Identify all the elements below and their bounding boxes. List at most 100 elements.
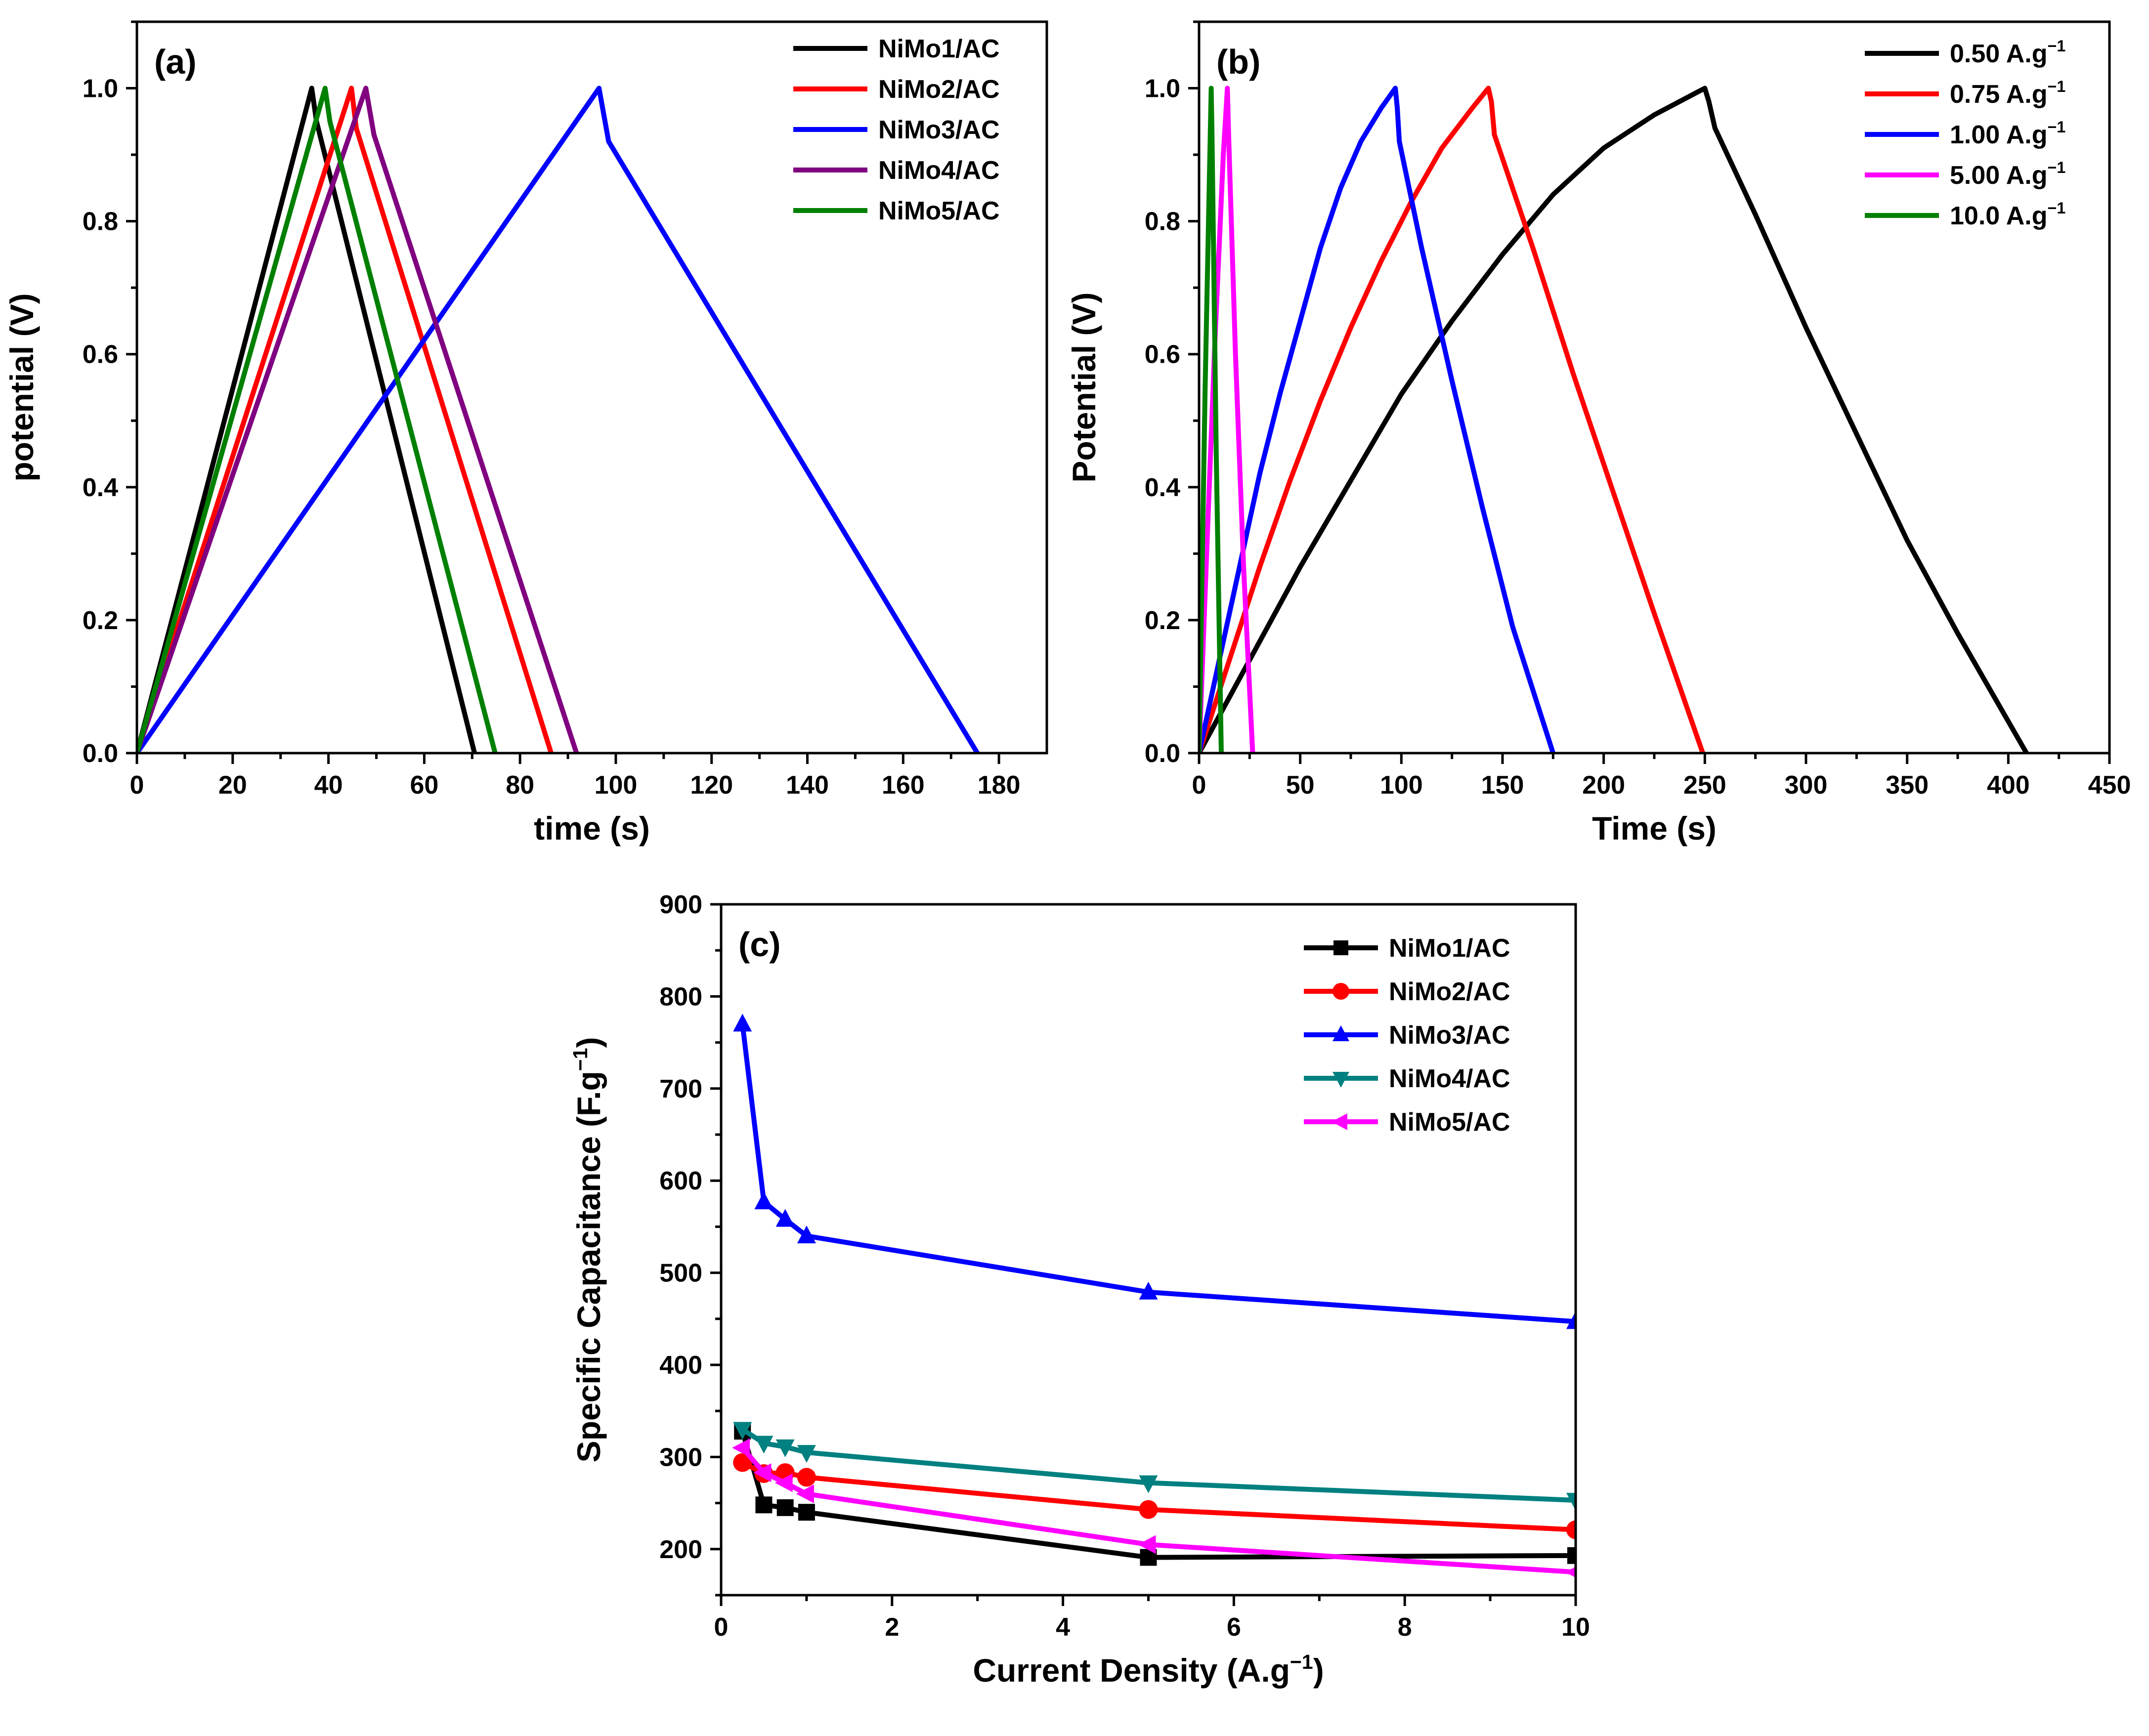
y-tick-label: 300 xyxy=(659,1443,702,1472)
series-line-1 xyxy=(1199,85,2029,753)
y-tick-label: 800 xyxy=(659,982,702,1011)
y-tick-label: 0.6 xyxy=(83,340,118,369)
legend-label-text: NiMo2/AC xyxy=(1389,977,1510,1006)
y-axis-label-sup: −1 xyxy=(569,1048,592,1071)
x-tick-label: 0 xyxy=(714,1613,729,1642)
x-tick-label: 180 xyxy=(978,771,1021,800)
data-point xyxy=(775,1439,795,1457)
x-tick-label: 100 xyxy=(1380,771,1423,800)
legend-label-4: 5.00 A.g−1 xyxy=(1950,159,2065,190)
legend-label-text: NiMo4/AC xyxy=(878,156,1000,185)
series-group xyxy=(732,1014,1576,1578)
data-point xyxy=(754,1436,774,1454)
series-line-4 xyxy=(740,1427,1576,1503)
legend-label-text: 0.75 A.g xyxy=(1950,80,2048,109)
x-tick-label: 350 xyxy=(1886,771,1929,800)
x-tick-label: 140 xyxy=(786,771,829,800)
data-point xyxy=(755,1496,773,1514)
series-line-4 xyxy=(137,85,579,753)
legend-marker xyxy=(1333,940,1348,955)
y-axis-label-tail: ) xyxy=(570,1037,607,1048)
data-point xyxy=(1138,1535,1156,1554)
legend-label-sup: −1 xyxy=(2048,78,2066,95)
series-line-4 xyxy=(1199,85,1255,753)
panel-c: 0 2 4 6 8 10 200 300 400 500 600 700 800 900 Current D… xyxy=(569,890,1590,1689)
legend-label-text: NiMo2/AC xyxy=(878,75,1000,104)
y-tick-label: 600 xyxy=(659,1167,702,1195)
legend-label-4: NiMo4/AC xyxy=(1389,1064,1510,1093)
y-tick-label: 0.2 xyxy=(83,606,118,635)
legend-label-text: NiMo4/AC xyxy=(1389,1064,1510,1093)
x-axis-label-sup: −1 xyxy=(1290,1651,1313,1673)
data-point xyxy=(1566,1311,1576,1329)
data-point xyxy=(1139,1281,1158,1300)
data-point xyxy=(732,1438,750,1457)
x-axis-label-tail: ) xyxy=(1313,1652,1324,1689)
x-tick-label: 40 xyxy=(314,771,343,800)
y-tick-label: 0.4 xyxy=(1145,473,1180,502)
y-tick-label: 400 xyxy=(659,1351,702,1380)
data-point xyxy=(733,1422,752,1440)
y-axis-label: Potential (V) xyxy=(1066,292,1102,482)
data-point xyxy=(1566,1520,1576,1539)
legend-label-5: NiMo5/AC xyxy=(878,197,1000,225)
data-point xyxy=(754,1191,774,1210)
legend-label-text: NiMo1/AC xyxy=(1389,934,1510,963)
legend-label-text: NiMo5/AC xyxy=(878,197,1000,225)
legend-label-text: NiMo1/AC xyxy=(878,35,1000,63)
legend-label-5: 10.0 A.g−1 xyxy=(1950,199,2065,230)
data-point xyxy=(797,1445,816,1463)
series-line-5 xyxy=(137,85,498,753)
x-tick-label: 8 xyxy=(1398,1613,1412,1642)
legend-label-sup: −1 xyxy=(2048,118,2066,136)
x-tick-label: 20 xyxy=(218,771,247,800)
legend-label-sup: −1 xyxy=(2048,159,2066,176)
y-tick-label: 0.4 xyxy=(83,473,118,502)
y-tick-label: 0.8 xyxy=(1145,208,1180,236)
legend-label-1: 0.50 A.g−1 xyxy=(1950,37,2065,68)
series-line-3 xyxy=(740,1021,1576,1324)
series-line-1 xyxy=(740,1429,1576,1560)
panel-label: (b) xyxy=(1216,42,1260,81)
y-tick-label: 1.0 xyxy=(1145,75,1180,103)
y-tick-label: 0.0 xyxy=(1145,739,1180,768)
legend: NiMo1/AC NiMo2/AC NiMo3/AC NiMo4/AC NiMo5/AC xyxy=(793,35,1000,225)
x-tick-label: 100 xyxy=(595,771,638,800)
x-axis-label-text: Current Density (A.g xyxy=(973,1652,1290,1689)
legend-label-text: NiMo5/AC xyxy=(1389,1108,1510,1137)
x-axis-label: Current Density (A.g−1) xyxy=(973,1651,1324,1689)
x-tick-label: 200 xyxy=(1582,771,1625,800)
x-tick-label: 60 xyxy=(410,771,438,800)
legend-label-text: 5.00 A.g xyxy=(1950,161,2048,190)
data-point xyxy=(733,1014,752,1032)
legend-label-3: 1.00 A.g−1 xyxy=(1950,118,2065,149)
legend-label-2: NiMo2/AC xyxy=(878,75,1000,104)
data-point xyxy=(797,1226,816,1244)
data-point xyxy=(775,1209,795,1227)
legend-marker xyxy=(1332,983,1349,1000)
x-axis-label-text: Time (s) xyxy=(1592,810,1717,847)
x-tick-label: 0 xyxy=(1192,771,1206,800)
legend-label-text: NiMo3/AC xyxy=(1389,1021,1510,1050)
series-line-3 xyxy=(137,85,980,753)
y-tick-label: 500 xyxy=(659,1259,702,1288)
series-line-1 xyxy=(137,85,477,753)
legend-marker xyxy=(1332,1025,1349,1041)
data-point xyxy=(774,1473,793,1492)
legend-label-4: NiMo4/AC xyxy=(878,156,1000,185)
x-tick-label: 300 xyxy=(1785,771,1828,800)
legend-label-5: NiMo5/AC xyxy=(1389,1108,1510,1137)
x-axis-label: Time (s) xyxy=(1592,810,1717,847)
legend-label-sup: −1 xyxy=(2048,37,2066,55)
series-line-5 xyxy=(740,1445,1576,1575)
series-group xyxy=(1199,85,2029,753)
data-point xyxy=(796,1484,814,1503)
y-tick-label: 0.6 xyxy=(1145,340,1180,369)
series-line-2 xyxy=(1199,85,1706,753)
data-point xyxy=(1567,1547,1576,1564)
legend-marker xyxy=(1332,1113,1347,1130)
data-point xyxy=(798,1504,815,1521)
x-tick-label: 10 xyxy=(1561,1613,1590,1642)
x-tick-label: 4 xyxy=(1056,1613,1070,1642)
